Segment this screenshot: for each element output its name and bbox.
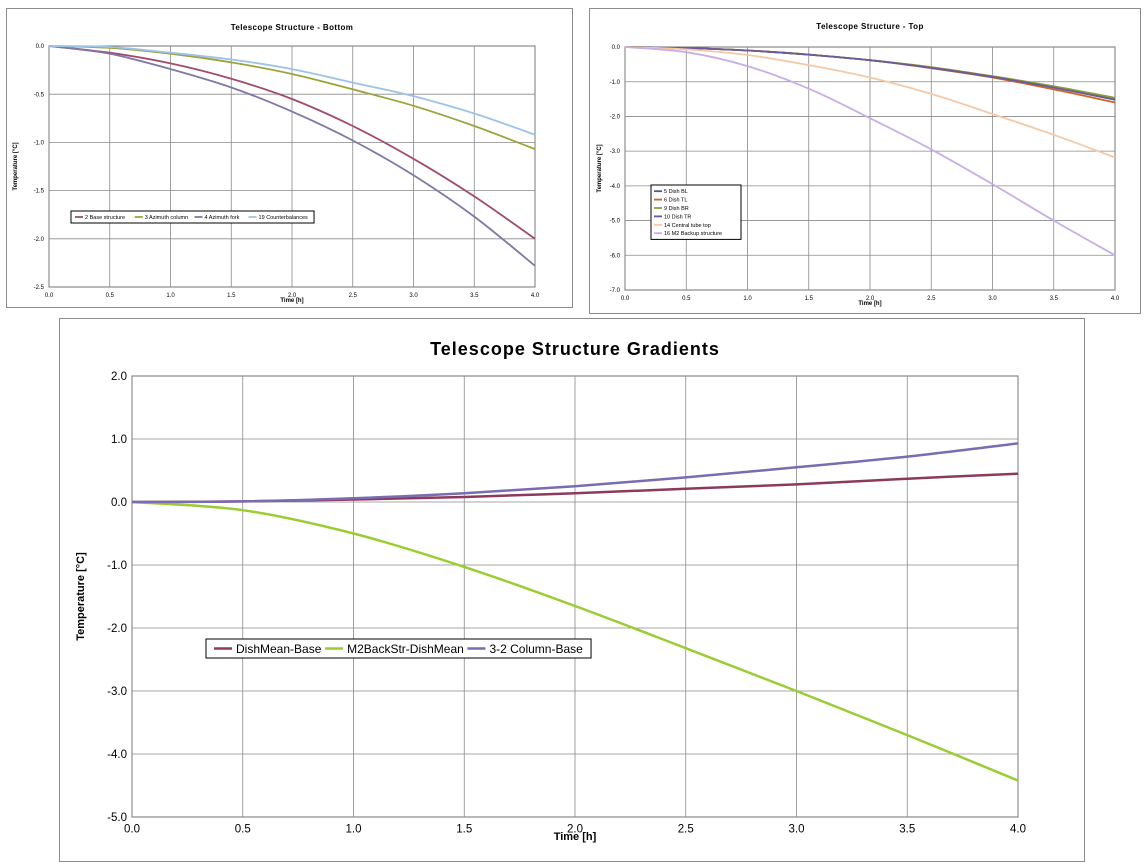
x-tick-label: 0.5	[106, 293, 115, 299]
y-tick-label: 1.0	[111, 434, 127, 446]
y-tick-label: -5.0	[107, 812, 127, 824]
legend-label-4: 19 Counterbalances	[259, 215, 308, 221]
y-tick-label: -3.0	[610, 149, 621, 155]
series-line-3	[48, 45, 536, 267]
series-line-2	[131, 500, 1019, 782]
y-tick-label: -4.0	[107, 749, 127, 761]
legend-label-1: 5 Dish BL	[664, 189, 688, 195]
chart-title: Telescope Structure - Bottom	[231, 23, 354, 32]
x-tick-label: 1.5	[227, 293, 236, 299]
legend-label-2: M2BackStr-DishMean	[347, 642, 464, 656]
legend-label-3: 4 Azimuth fork	[205, 215, 240, 221]
x-tick-label: 0.0	[124, 824, 140, 836]
chart-bottom: 0.0 0.5 1.0 1.5 2.0 2.5 3.0 3.5 4.0 0.0 -0.5 -1.0 -1…	[13, 23, 540, 304]
y-tick-label: -6.0	[610, 253, 621, 259]
chart-panel-bottom: 0.0 0.5 1.0 1.5 2.0 2.5 3.0 3.5 4.0 0.0 -0.5 -1.0 -1…	[6, 8, 573, 308]
legend-label-3: 3-2 Column-Base	[489, 642, 583, 656]
x-tick-label: 0.5	[682, 296, 691, 302]
y-tick-label: 0.0	[612, 45, 621, 51]
chart-top: 0.0 0.5 1.0 1.5 2.0 2.5 3.0 3.5 4.0 0.0 -1.0 -2.0 -3…	[597, 22, 1120, 307]
y-tick-label: 0.0	[36, 44, 45, 50]
chart-panel-gradients: 0.0 0.5 1.0 1.5 2.0 2.5 3.0 3.5 4.0 2.0 1.0 0.0 -1.0…	[59, 318, 1085, 862]
y-tick-label: -2.5	[34, 285, 45, 291]
series-line-6	[624, 46, 1116, 257]
y-axis-label: Temperature [°C]	[13, 142, 19, 190]
x-axis-label: Time [h]	[280, 298, 303, 304]
x-tick-label: 2.0	[866, 296, 875, 302]
legend-label-3: 9 Dish BR	[664, 206, 689, 212]
x-tick-label: 2.0	[567, 824, 583, 836]
x-tick-label: 4.0	[531, 293, 540, 299]
legend-label-5: 14 Central tube top	[664, 223, 711, 229]
chart-gradients: 0.0 0.5 1.0 1.5 2.0 2.5 3.0 3.5 4.0 2.0 1.0 0.0 -1.0…	[75, 339, 1026, 843]
legend-box	[70, 210, 315, 224]
x-tick-label: 0.0	[45, 293, 54, 299]
y-tick-label: -2.0	[610, 115, 621, 121]
y-tick-label: -0.5	[34, 92, 45, 98]
legend-label-1: DishMean-Base	[236, 642, 322, 656]
x-tick-label: 2.5	[349, 293, 358, 299]
x-tick-label: 1.5	[805, 296, 814, 302]
x-tick-label: 3.0	[789, 824, 805, 836]
y-tick-label: -3.0	[107, 686, 127, 698]
y-tick-label: -5.0	[610, 219, 621, 225]
chart-title: Telescope Structure - Top	[816, 22, 924, 31]
x-tick-label: 2.5	[678, 824, 694, 836]
series-line-4	[624, 46, 1116, 101]
y-tick-label: -4.0	[610, 184, 621, 190]
x-tick-label: 1.5	[456, 824, 472, 836]
x-tick-label: 3.5	[899, 824, 915, 836]
x-tick-label: 4.0	[1010, 824, 1026, 836]
x-tick-label: 2.5	[927, 296, 936, 302]
x-axis-label: Time [h]	[554, 831, 597, 843]
legend-label-2: 3 Azimuth column	[145, 215, 188, 221]
x-tick-label: 3.5	[470, 293, 479, 299]
y-axis-label: Temperature [°C]	[597, 144, 603, 192]
legend-label-1: 2 Base structure	[85, 215, 125, 221]
y-tick-label: -2.0	[107, 623, 127, 635]
legend-label-4: 10 Dish TR	[664, 214, 691, 220]
x-tick-label: 3.5	[1050, 296, 1059, 302]
x-tick-label: 1.0	[346, 824, 362, 836]
legend-box	[205, 638, 592, 659]
y-tick-label: -1.0	[34, 141, 45, 147]
y-tick-label: 2.0	[111, 371, 127, 383]
x-tick-label: 0.0	[621, 296, 630, 302]
y-tick-label: -1.0	[610, 80, 621, 86]
legend-label-2: 6 Dish TL	[664, 198, 687, 204]
series-line-3	[131, 442, 1019, 504]
x-tick-label: 0.5	[235, 824, 251, 836]
legend-label-6: 16 M2 Backup structure	[664, 231, 722, 237]
y-axis-label: Temperature [°C]	[75, 552, 87, 641]
series-line-4	[48, 45, 536, 136]
chart-title: Telescope Structure Gradients	[430, 339, 720, 359]
x-tick-label: 3.0	[988, 296, 997, 302]
chart-panel-top: 0.0 0.5 1.0 1.5 2.0 2.5 3.0 3.5 4.0 0.0 -1.0 -2.0 -3…	[589, 8, 1141, 314]
y-tick-label: -2.0	[34, 237, 45, 243]
y-tick-label: -7.0	[610, 288, 621, 294]
x-tick-label: 1.0	[743, 296, 752, 302]
y-tick-label: -1.5	[34, 189, 45, 195]
x-tick-label: 4.0	[1111, 296, 1120, 302]
x-axis-label: Time [h]	[858, 301, 881, 307]
legend-box	[650, 184, 742, 240]
y-tick-label: -1.0	[107, 560, 127, 572]
y-tick-label: 0.0	[111, 497, 127, 509]
x-tick-label: 2.0	[288, 293, 297, 299]
x-tick-label: 1.0	[166, 293, 175, 299]
series-line-1	[48, 45, 536, 240]
series-line-5	[624, 46, 1116, 159]
x-tick-label: 3.0	[409, 293, 418, 299]
